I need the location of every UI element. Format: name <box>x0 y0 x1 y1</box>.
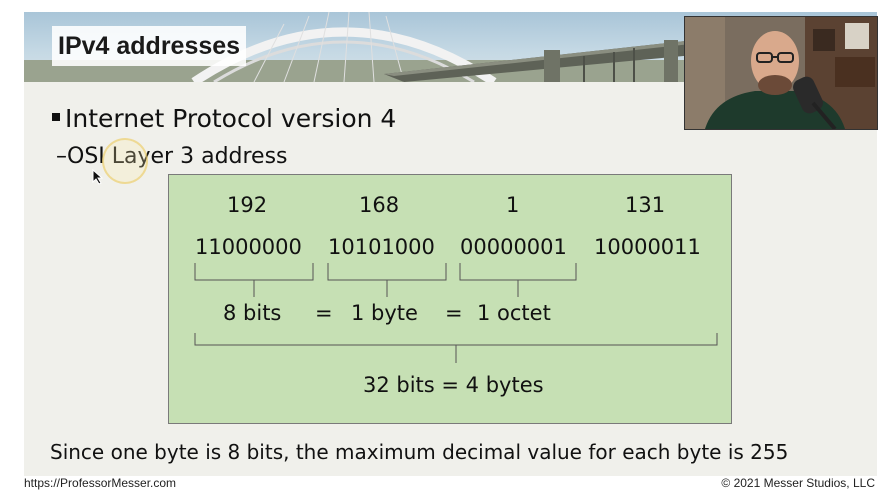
bullet-1-text: Internet Protocol version 4 <box>65 104 397 133</box>
square-bullet-icon <box>52 113 60 121</box>
total-bits-label: 32 bits = 4 bytes <box>363 373 544 397</box>
label-1-byte: 1 byte <box>351 301 418 325</box>
octet-3-binary: 00000001 <box>460 235 567 259</box>
footer-note: Since one byte is 8 bits, the maximum de… <box>50 440 789 464</box>
title-box: IPv4 addresses <box>52 26 247 66</box>
octet-3-decimal: 1 <box>506 193 520 217</box>
presenter-webcam-video <box>684 16 878 130</box>
website-url[interactable]: https://ProfessorMesser.com <box>24 476 177 490</box>
label-1-octet: 1 octet <box>477 301 551 325</box>
ipv4-diagram-box: 192 168 1 131 11000000 10101000 00000001… <box>168 174 732 424</box>
octet-4-decimal: 131 <box>625 193 666 217</box>
octet-2-decimal: 168 <box>359 193 400 217</box>
slide-title: IPv4 addresses <box>58 32 241 60</box>
bullet-internet-protocol: Internet Protocol version 4 <box>52 104 396 133</box>
bracket-lines <box>194 263 718 363</box>
presenter-figure <box>685 17 877 129</box>
label-8-bits: 8 bits <box>223 301 282 325</box>
cursor-highlight-ring <box>102 138 148 184</box>
octet-2-binary: 10101000 <box>328 235 435 259</box>
octet-4-binary: 10000011 <box>594 235 701 259</box>
octet-1-binary: 11000000 <box>195 235 302 259</box>
mouse-pointer-icon <box>92 169 104 185</box>
bullet-osi-layer: –OSI Layer 3 address <box>56 144 288 169</box>
equals-sign-1: = <box>315 301 333 325</box>
equals-sign-2: = <box>445 301 463 325</box>
octet-1-decimal: 192 <box>227 193 268 217</box>
copyright-notice: © 2021 Messer Studios, LLC <box>721 476 875 490</box>
